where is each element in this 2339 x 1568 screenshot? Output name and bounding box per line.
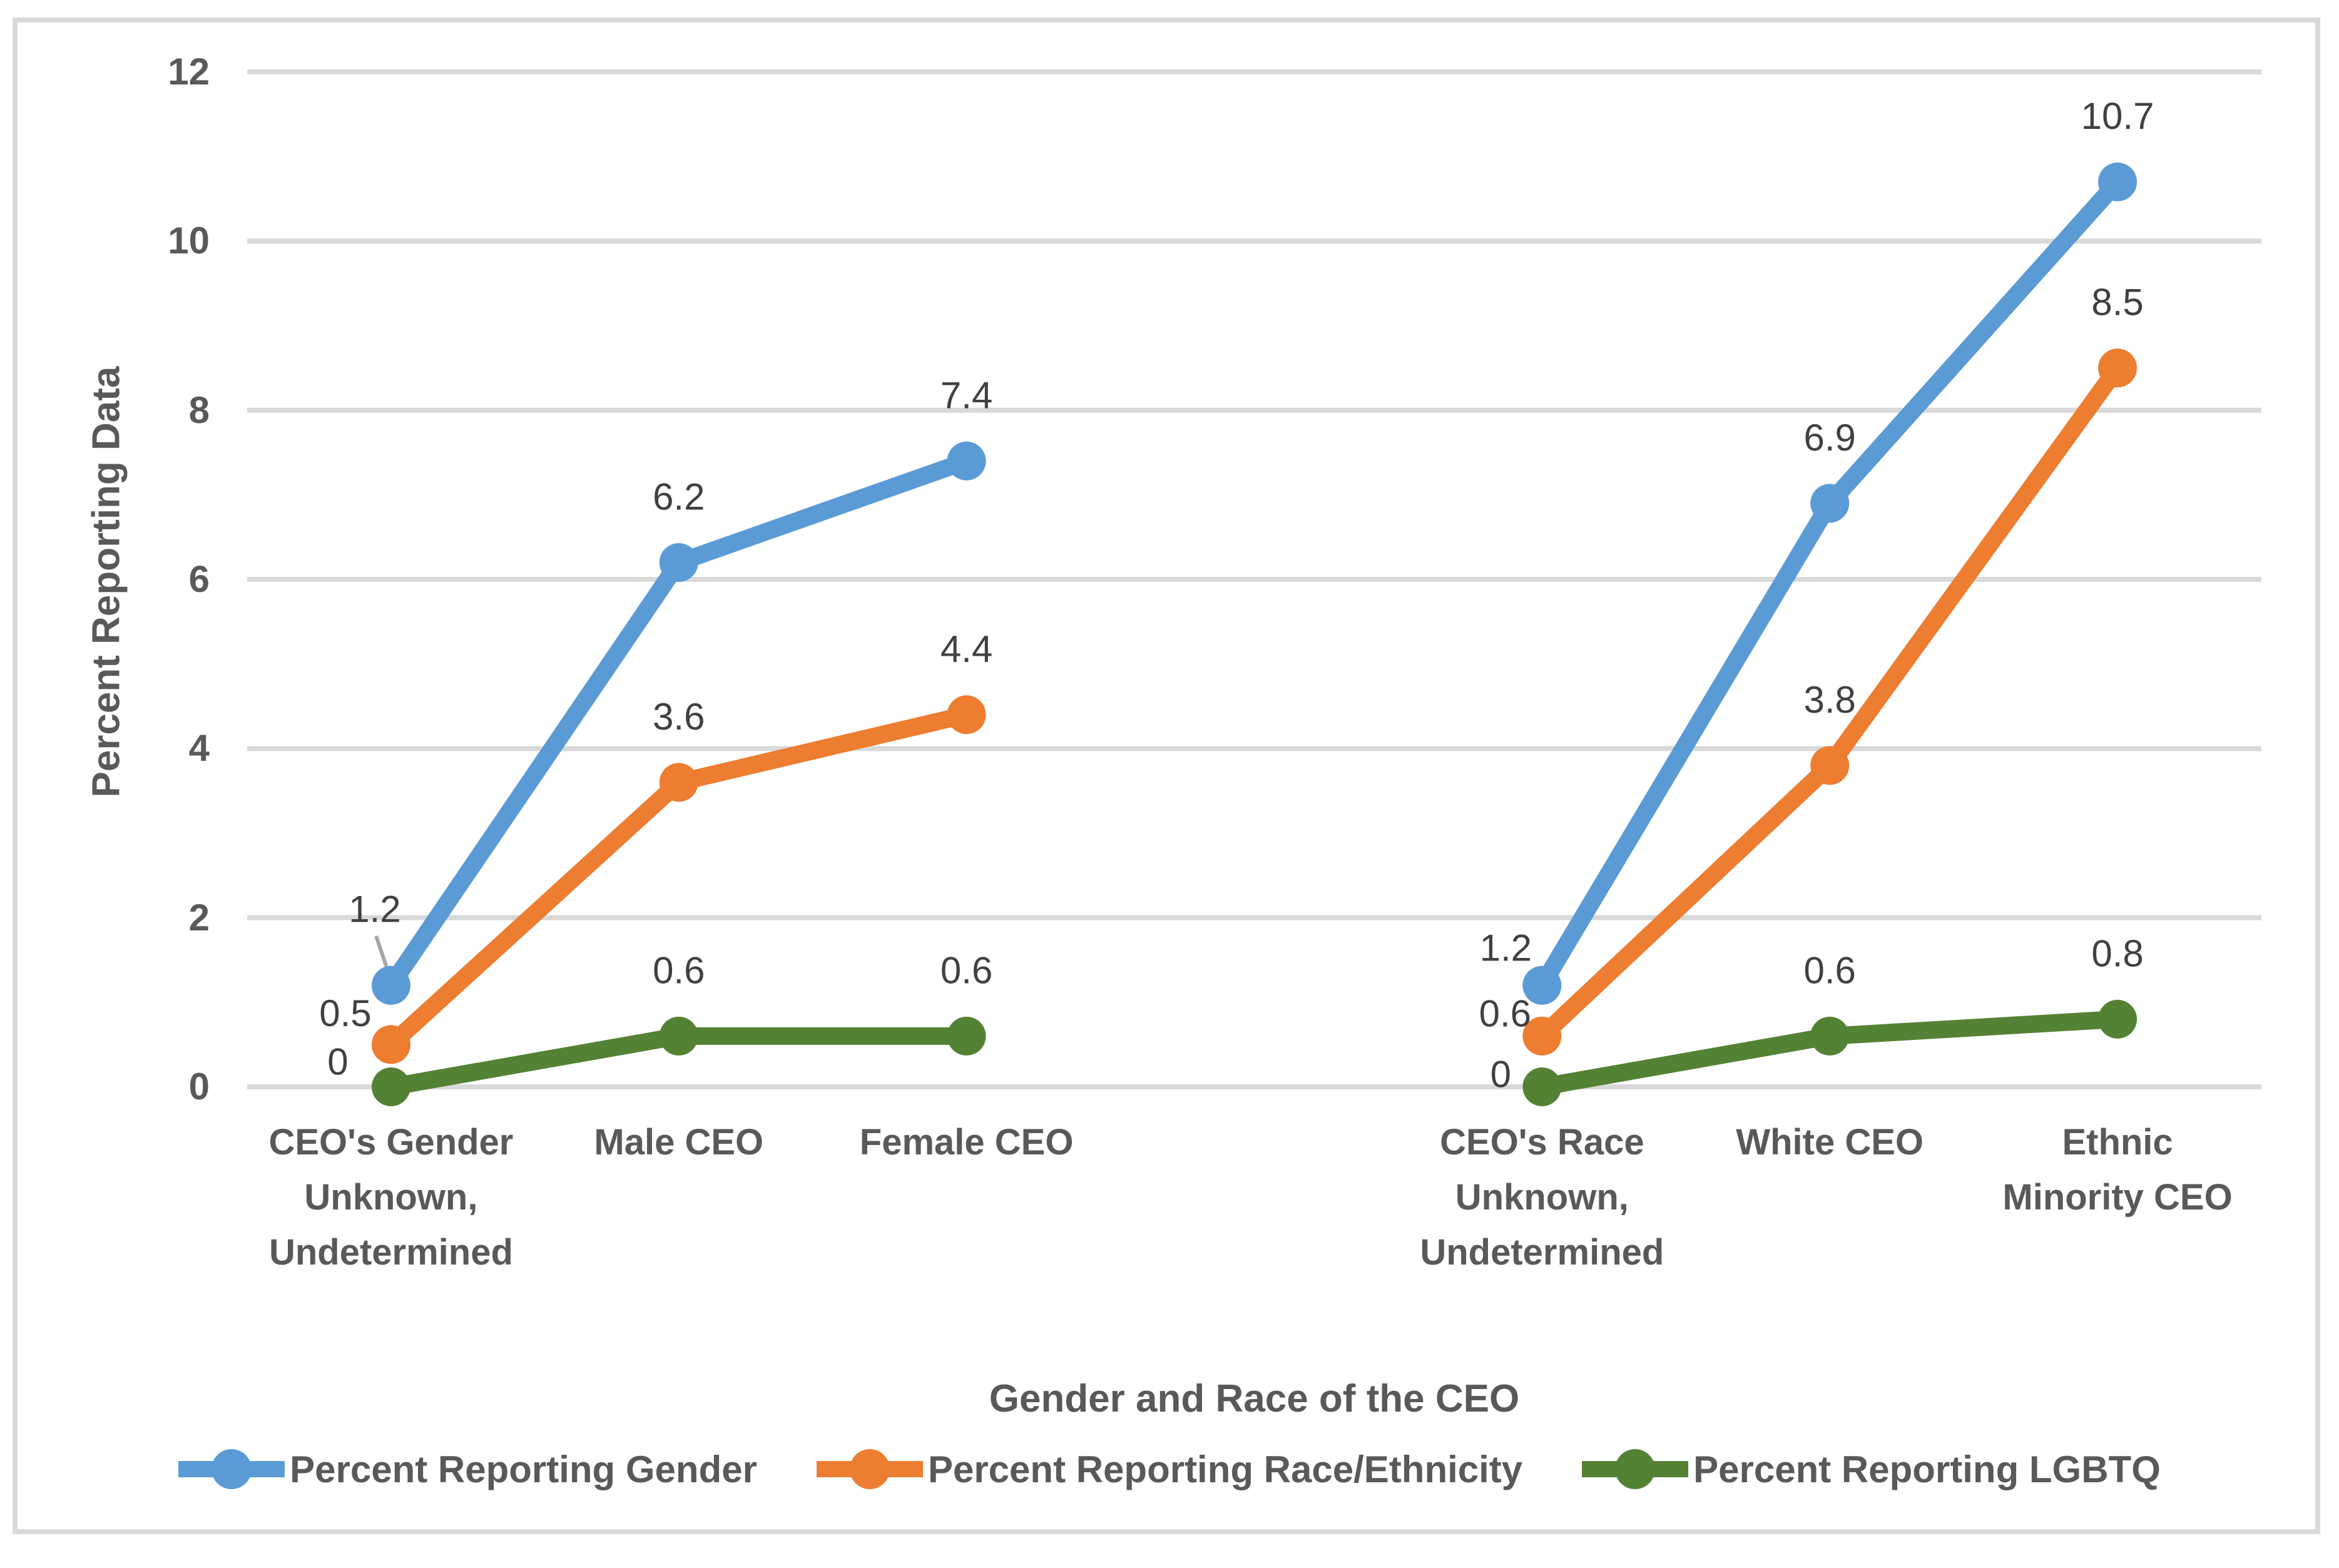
data-point-marker bbox=[659, 763, 698, 802]
data-label: 0 bbox=[327, 1041, 348, 1083]
category-label-line: White CEO bbox=[1736, 1122, 1924, 1163]
data-label: 8.5 bbox=[2091, 282, 2143, 323]
category-label-line: CEO's Gender bbox=[268, 1122, 514, 1163]
data-label: 10.7 bbox=[2081, 95, 2154, 137]
data-point-marker bbox=[371, 1025, 410, 1064]
legend-label: Percent Reporting LGBTQ bbox=[1693, 1448, 2161, 1490]
data-label: 0.6 bbox=[1804, 949, 1856, 991]
data-point-marker bbox=[1810, 746, 1850, 785]
y-tick-label: 2 bbox=[188, 896, 210, 939]
y-axis-title: Percent Reporting Data bbox=[84, 366, 128, 798]
category-label-line: Unknown, bbox=[304, 1177, 478, 1218]
y-tick-label: 6 bbox=[188, 558, 210, 600]
legend-line-marker-icon bbox=[1582, 1449, 1689, 1489]
category-label-line: Undetermined bbox=[268, 1232, 513, 1273]
category-label-line: CEO's Race bbox=[1440, 1122, 1644, 1163]
category-label: Male CEO bbox=[504, 1115, 854, 1170]
legend-line-marker-icon bbox=[816, 1449, 923, 1489]
data-point-marker bbox=[1810, 484, 1850, 523]
category-label-line: Undetermined bbox=[1420, 1232, 1664, 1273]
data-point-marker bbox=[1810, 1016, 1850, 1056]
category-label: CEO's Race Unknown, Undetermined bbox=[1367, 1115, 1717, 1280]
legend-item-2: Percent Reporting Race/Ethnicity bbox=[816, 1444, 1523, 1494]
data-label: 1.2 bbox=[349, 888, 400, 930]
data-label: 0.6 bbox=[1479, 992, 1531, 1034]
category-label: White CEO bbox=[1654, 1115, 2005, 1170]
data-point-marker bbox=[2098, 349, 2138, 388]
data-point-marker bbox=[659, 542, 698, 582]
legend-item-1: Percent Reporting Gender bbox=[178, 1444, 757, 1494]
data-point-marker bbox=[1522, 1016, 1562, 1056]
category-label: Ethnic Minority CEO bbox=[1942, 1115, 2293, 1225]
data-label: 3.6 bbox=[653, 696, 705, 738]
y-tick-label: 12 bbox=[168, 51, 210, 93]
legend: Percent Reporting Gender Percent Reportin… bbox=[0, 1444, 2339, 1494]
data-label: 0.6 bbox=[653, 949, 705, 991]
data-label: 7.4 bbox=[940, 374, 992, 416]
chart-border bbox=[13, 18, 2320, 1534]
category-label-line: Minority CEO bbox=[2002, 1177, 2233, 1218]
data-label: 6.9 bbox=[1804, 417, 1856, 459]
x-axis-title: Gender and Race of the CEO bbox=[989, 1377, 1520, 1420]
data-label: 3.8 bbox=[1804, 679, 1856, 721]
category-label: Female CEO bbox=[792, 1115, 1142, 1170]
y-tick-label: 4 bbox=[188, 727, 210, 770]
data-label: 0.5 bbox=[319, 992, 371, 1034]
data-label: 4.4 bbox=[940, 628, 992, 670]
category-label-line: Male CEO bbox=[594, 1122, 764, 1163]
data-label: 6.2 bbox=[653, 476, 705, 517]
y-tick-label: 0 bbox=[188, 1066, 210, 1107]
data-point-marker bbox=[2098, 162, 2138, 201]
data-point-marker bbox=[1522, 1067, 1562, 1106]
data-point-marker bbox=[371, 965, 410, 1005]
data-point-marker bbox=[947, 441, 986, 481]
data-point-marker bbox=[1522, 965, 1562, 1005]
data-point-marker bbox=[2098, 999, 2138, 1039]
category-label-line: Unknown, bbox=[1455, 1177, 1629, 1218]
category-label: CEO's Gender Unknown, Undetermined bbox=[216, 1115, 566, 1280]
data-label: 0.8 bbox=[2091, 932, 2143, 974]
data-label: 1.2 bbox=[1480, 927, 1532, 969]
y-tick-label: 8 bbox=[188, 389, 210, 431]
data-label: 0.6 bbox=[940, 949, 992, 991]
category-label-line: Ethnic bbox=[2062, 1122, 2173, 1163]
data-point-marker bbox=[371, 1067, 410, 1106]
data-point-marker bbox=[947, 695, 986, 735]
y-tick-label: 10 bbox=[168, 220, 210, 262]
series-line bbox=[1533, 173, 2127, 994]
category-label-line: Female CEO bbox=[859, 1122, 1074, 1163]
data-point-marker bbox=[659, 1016, 698, 1056]
legend-line-marker-icon bbox=[178, 1449, 285, 1489]
legend-item-3: Percent Reporting LGBTQ bbox=[1582, 1444, 2161, 1494]
legend-label: Percent Reporting Gender bbox=[290, 1448, 757, 1490]
data-label: 0 bbox=[1491, 1054, 1511, 1096]
data-point-marker bbox=[947, 1016, 986, 1056]
legend-label: Percent Reporting Race/Ethnicity bbox=[927, 1448, 1523, 1490]
